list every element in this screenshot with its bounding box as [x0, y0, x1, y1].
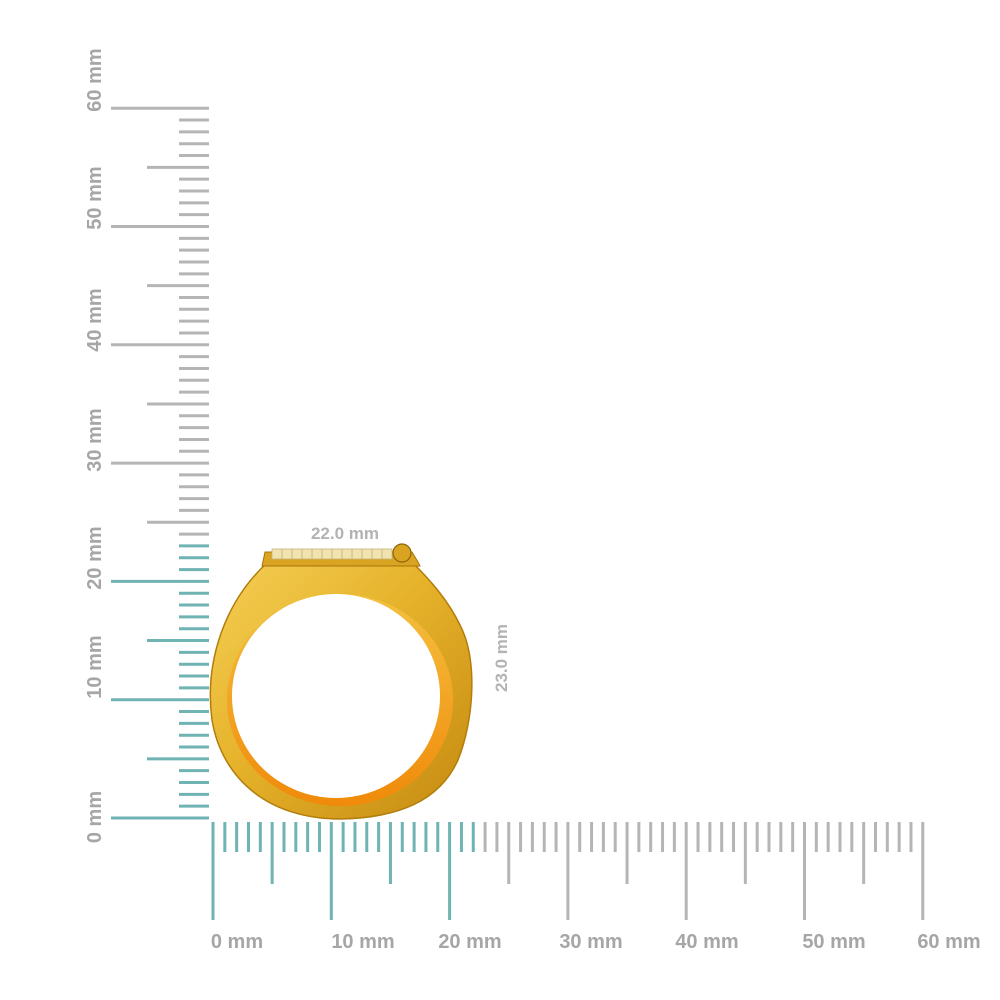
vertical-ruler-labels: 0 mm 10 mm 20 mm 30 mm 40 mm 50 mm 60 mm	[84, 48, 106, 843]
v-label-60: 60 mm	[84, 48, 106, 111]
h-label-30: 30 mm	[559, 931, 622, 953]
h-label-50: 50 mm	[802, 931, 865, 953]
ring-stone-setting	[271, 543, 412, 563]
vertical-ruler	[111, 106, 209, 820]
v-label-0: 0 mm	[84, 791, 106, 843]
v-label-40: 40 mm	[84, 288, 106, 351]
ring-height-label: 23.0 mm	[492, 624, 511, 692]
h-label-20: 20 mm	[438, 931, 501, 953]
v-label-30: 30 mm	[84, 408, 106, 471]
ring-inner-hole	[232, 594, 440, 798]
ring-width-label: 22.0 mm	[311, 524, 379, 543]
horizontal-ruler-labels: 0 mm 10 mm 20 mm 30 mm 40 mm 50 mm 60 mm	[211, 931, 981, 953]
horizontal-ruler	[211, 822, 925, 920]
v-label-20: 20 mm	[84, 526, 106, 589]
h-label-60: 60 mm	[917, 931, 980, 953]
h-label-0: 0 mm	[211, 931, 263, 953]
h-label-40: 40 mm	[675, 931, 738, 953]
h-label-10: 10 mm	[331, 931, 394, 953]
v-label-10: 10 mm	[84, 635, 106, 698]
ring	[209, 543, 473, 820]
v-label-50: 50 mm	[84, 166, 106, 229]
